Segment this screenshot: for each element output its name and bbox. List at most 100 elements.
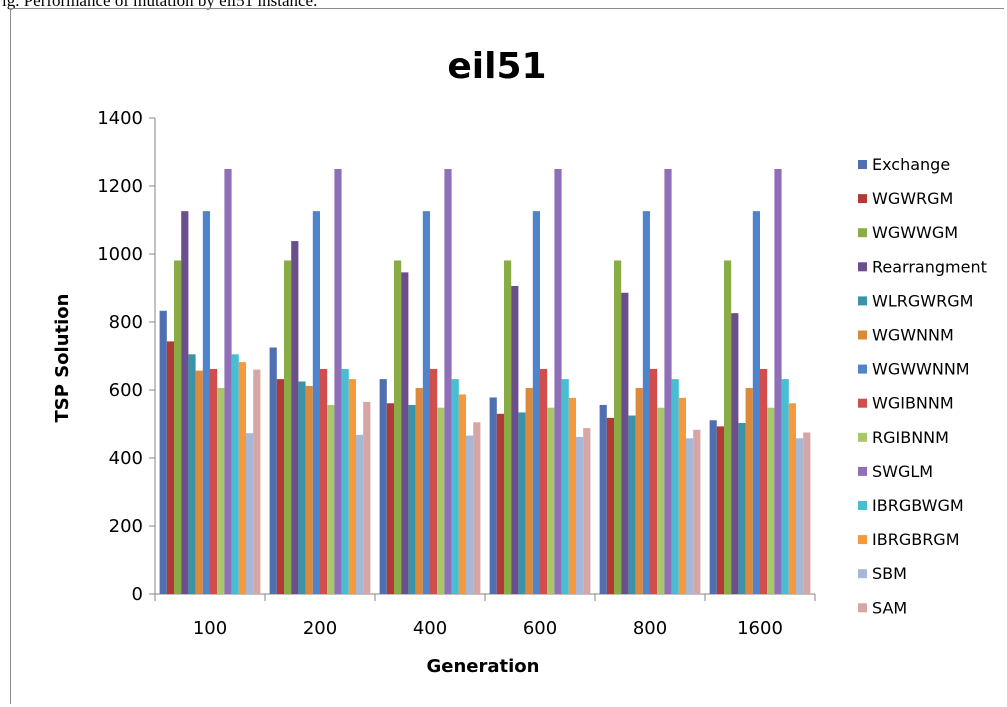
x-axis: 100 200 400 600 800 1600 bbox=[154, 593, 816, 639]
bar-rgibnnm-1600 bbox=[767, 407, 775, 594]
bar-wgwnnm-800 bbox=[635, 387, 643, 594]
bar-wgwrgm-200 bbox=[276, 379, 284, 594]
bar-wgwnnm-100 bbox=[195, 370, 203, 594]
y-tick-label: 1200 bbox=[97, 176, 143, 197]
bar-wgwwgm-800 bbox=[614, 260, 622, 594]
legend-swatch bbox=[858, 194, 867, 204]
x-tick-label: 200 bbox=[303, 618, 337, 639]
bar-rgibnnm-100 bbox=[217, 387, 225, 594]
bar-swglm-200 bbox=[334, 169, 342, 594]
legend-label: WLRGWRGM bbox=[872, 291, 973, 310]
bar-swglm-100 bbox=[224, 169, 232, 594]
bar-rearrangment-600 bbox=[511, 285, 519, 594]
bar-wgwwgm-1600 bbox=[724, 260, 732, 594]
y-tick-label: 1400 bbox=[97, 108, 143, 129]
bar-ibrgbwgm-100 bbox=[231, 354, 239, 594]
x-tick-label: 100 bbox=[193, 618, 227, 639]
legend-label: IBRGBRGM bbox=[872, 530, 960, 549]
bar-wgwwnnm-1600 bbox=[752, 211, 760, 594]
bar-wgwrgm-400 bbox=[386, 403, 394, 594]
bar-exchange-600 bbox=[489, 397, 497, 594]
bar-wlrgwrgm-600 bbox=[518, 412, 526, 594]
legend-label: WGIBNNM bbox=[872, 394, 954, 413]
bar-rearrangment-800 bbox=[621, 292, 629, 594]
chart-frame bbox=[10, 8, 1004, 704]
bar-wgwwgm-400 bbox=[394, 260, 402, 594]
bar-wgwrgm-1600 bbox=[716, 426, 724, 594]
bar-wlrgwrgm-100 bbox=[188, 354, 196, 594]
legend-swatch bbox=[858, 466, 867, 476]
bar-sbm-1600 bbox=[796, 438, 804, 594]
legend-swatch bbox=[858, 569, 867, 579]
legend-swatch bbox=[858, 160, 867, 169]
y-tick-label: 800 bbox=[109, 312, 143, 333]
bar-wgwwgm-200 bbox=[284, 260, 292, 594]
x-axis-label: Generation bbox=[427, 656, 540, 677]
bar-wlrgwrgm-1600 bbox=[738, 422, 746, 594]
y-axis: 0 200 400 600 800 1000 1200 1400 bbox=[97, 108, 156, 605]
legend-label: WGWNNM bbox=[872, 326, 954, 345]
legend-swatch bbox=[858, 330, 867, 340]
bar-swglm-1600 bbox=[774, 169, 782, 594]
bar-rgibnnm-200 bbox=[327, 404, 335, 594]
bar-exchange-100 bbox=[159, 310, 167, 594]
bar-ibrgbrgm-600 bbox=[568, 397, 576, 594]
x-tick-label: 600 bbox=[523, 618, 557, 639]
bar-ibrgbwgm-400 bbox=[451, 379, 459, 594]
legend-swatch bbox=[858, 535, 867, 545]
bar-sbm-600 bbox=[576, 436, 584, 594]
bar-rearrangment-1600 bbox=[731, 313, 739, 594]
chart-title: eil51 bbox=[447, 46, 546, 87]
legend-label: WGWRGM bbox=[872, 189, 953, 208]
legend-swatch bbox=[858, 296, 867, 306]
legend-label: SBM bbox=[872, 564, 907, 583]
legend-label: Exchange bbox=[872, 155, 950, 174]
legend-label: RGIBNNM bbox=[872, 428, 949, 447]
legend: Exchange WGWRGM WGWWGM Rearrangment WLRGWRGM… bbox=[858, 155, 987, 617]
figure-caption: ig. Performance of mutation by eil51 ins… bbox=[2, 0, 318, 10]
bar-wgibnnm-400 bbox=[430, 368, 438, 594]
bar-sam-100 bbox=[253, 369, 261, 594]
bar-wgwnnm-400 bbox=[415, 387, 423, 594]
bar-wgwwnnm-100 bbox=[202, 211, 210, 594]
legend-label: IBRGBWGM bbox=[872, 496, 964, 515]
bar-wgwrgm-100 bbox=[166, 341, 174, 594]
legend-swatch bbox=[858, 398, 867, 408]
bar-ibrgbrgm-800 bbox=[678, 397, 686, 594]
y-tick-label: 400 bbox=[109, 448, 143, 469]
legend-swatch bbox=[858, 228, 867, 238]
bar-rgibnnm-400 bbox=[437, 407, 445, 594]
bar-sbm-100 bbox=[246, 433, 254, 594]
bar-ibrgbrgm-100 bbox=[238, 362, 246, 594]
bar-wgwwnnm-400 bbox=[422, 211, 430, 594]
bar-sbm-800 bbox=[686, 438, 694, 594]
bar-wlrgwrgm-400 bbox=[408, 404, 416, 594]
bar-wgibnnm-200 bbox=[320, 368, 328, 594]
bar-exchange-800 bbox=[599, 404, 607, 594]
bar-wgibnnm-800 bbox=[650, 368, 658, 594]
bar-wgwwnnm-600 bbox=[532, 211, 540, 594]
bar-ibrgbwgm-200 bbox=[341, 368, 349, 594]
y-tick-label: 200 bbox=[109, 516, 143, 537]
legend-label: WGWWGM bbox=[872, 223, 958, 242]
legend-label: Rearrangment bbox=[872, 257, 987, 276]
y-tick-label: 1000 bbox=[97, 244, 143, 265]
bar-swglm-800 bbox=[664, 169, 672, 594]
x-tick-label: 800 bbox=[633, 618, 667, 639]
y-axis-label: TSP Solution bbox=[52, 294, 73, 423]
bar-ibrgbwgm-600 bbox=[561, 379, 569, 594]
bar-wgwnnm-600 bbox=[525, 387, 533, 594]
bar-rearrangment-200 bbox=[291, 241, 299, 594]
legend-label: SAM bbox=[872, 598, 907, 617]
bar-rearrangment-100 bbox=[181, 211, 189, 594]
x-tick-label: 400 bbox=[413, 618, 447, 639]
y-tick-label: 0 bbox=[132, 584, 143, 605]
bar-wgwrgm-600 bbox=[496, 413, 504, 594]
bar-exchange-1600 bbox=[709, 420, 717, 594]
bar-wlrgwrgm-800 bbox=[628, 415, 636, 594]
bar-swglm-600 bbox=[554, 169, 562, 594]
legend-swatch bbox=[858, 432, 867, 442]
bar-wgwrgm-800 bbox=[606, 417, 614, 594]
bar-swglm-400 bbox=[444, 169, 452, 594]
